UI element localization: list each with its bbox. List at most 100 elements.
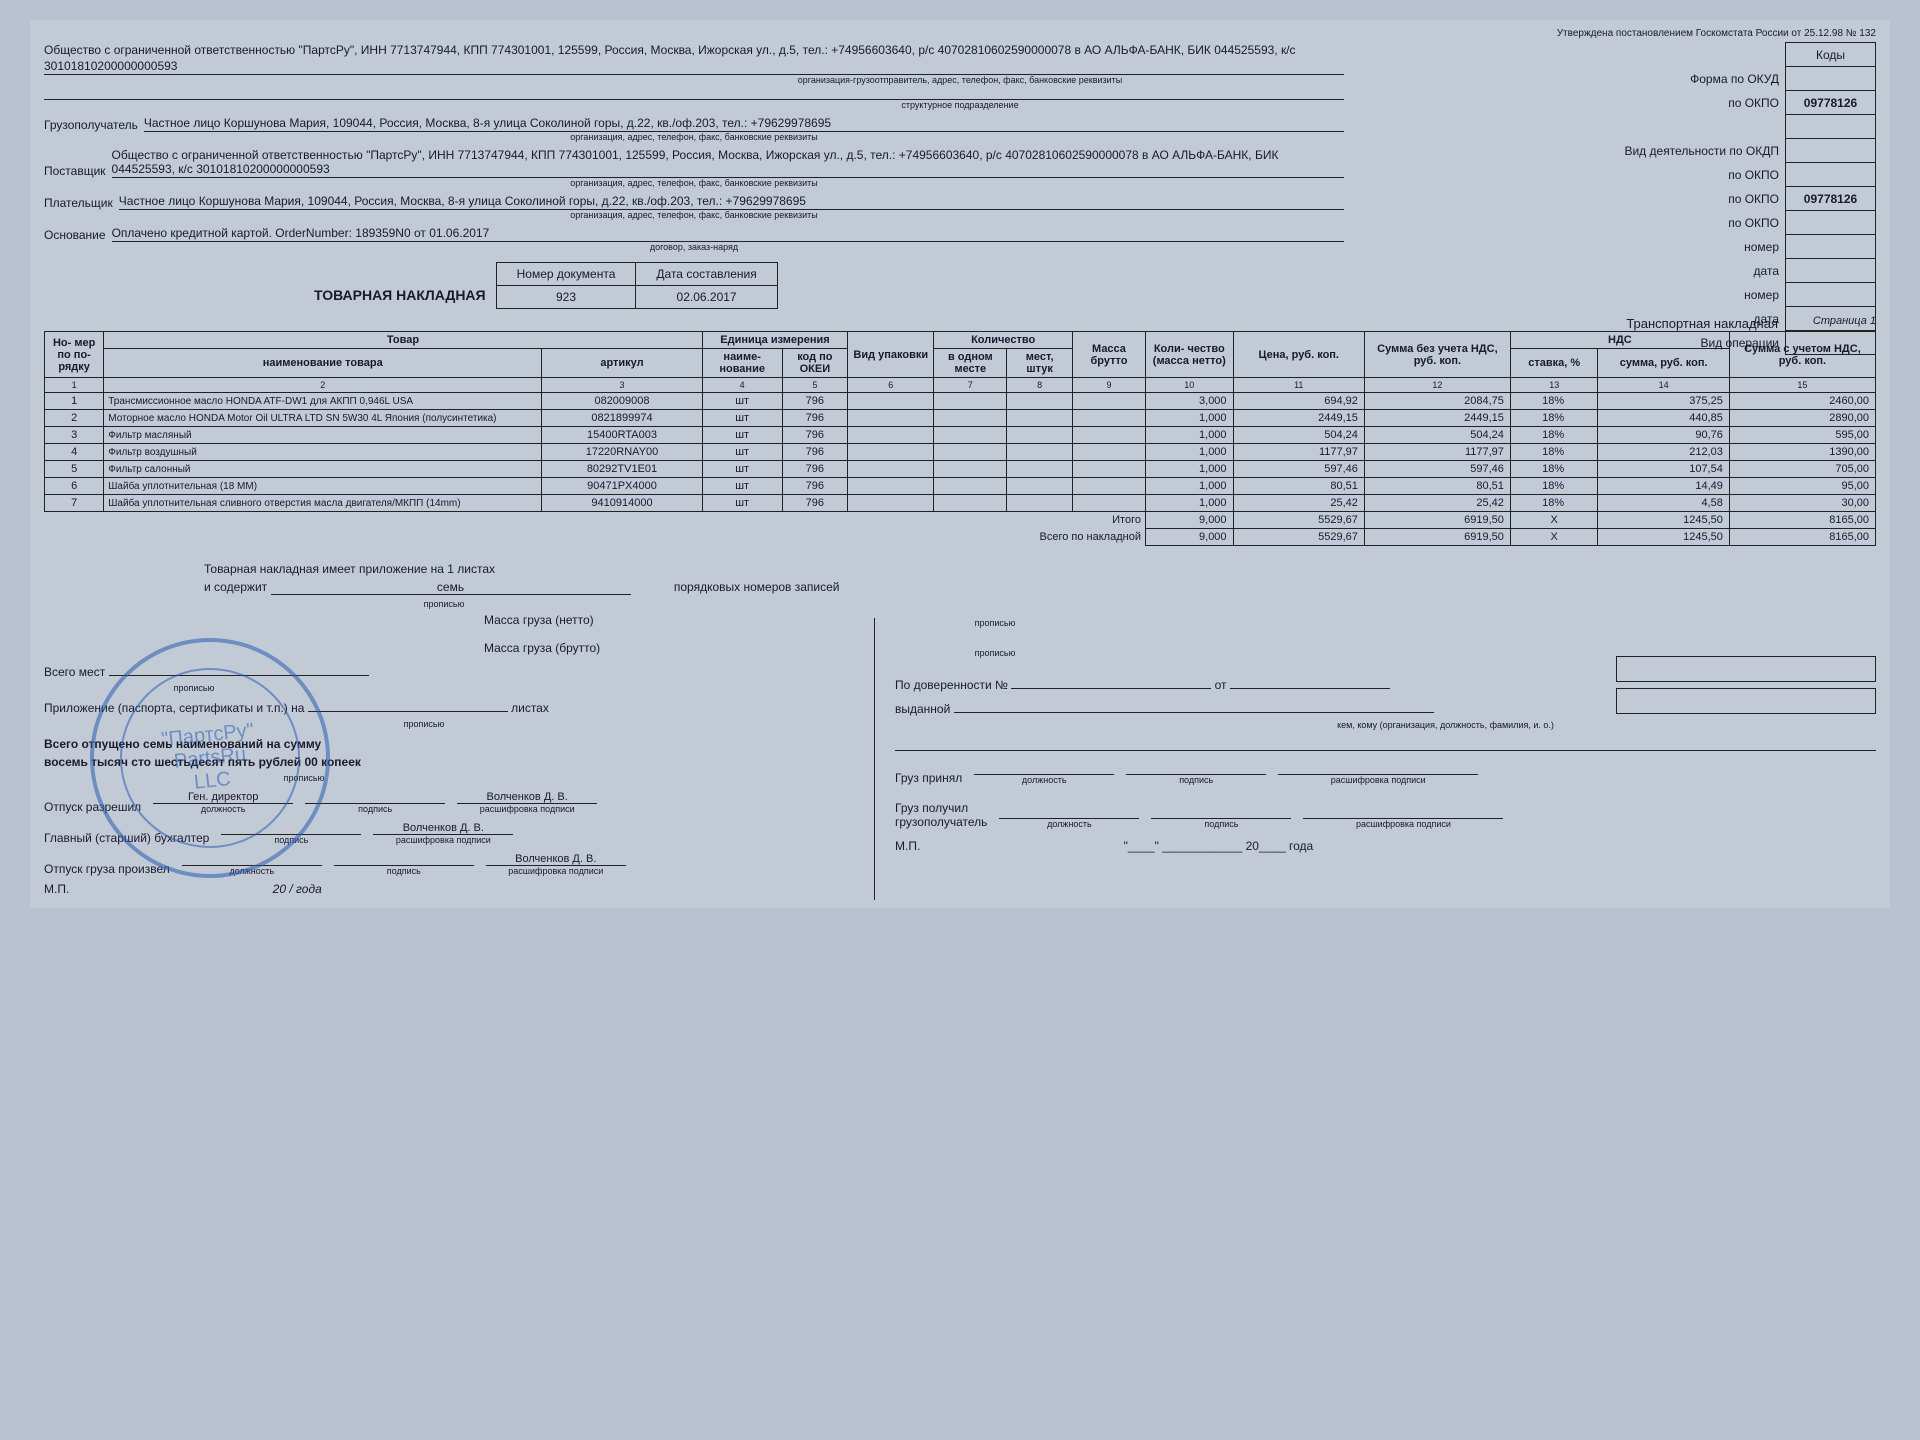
table-row: 6Шайба уплотнительная (18 ММ)90471PX4000… [45,478,1876,495]
table-row: 3Фильтр масляный15400RTA003шт7961,000504… [45,427,1876,444]
signer3: Волченков Д. В. [486,853,626,866]
propis1: прописью [344,599,544,609]
docnum-hdr: Номер документа [496,263,636,286]
gruz-prinyal: Груз принял [895,771,962,785]
okdp-label: Вид деятельности по ОКДП [1623,139,1785,163]
mp1: М.П. [44,882,69,896]
ot: от [1215,678,1227,692]
supplier-value: Общество с ограниченной ответственностью… [112,148,1344,178]
signer2: Волченков Д. В. [373,822,513,835]
signer1: Волченков Д. В. [457,791,597,804]
seven-value: семь [271,580,631,595]
basis-label: Основание [44,228,112,242]
appendix-line: Товарная накладная имеет приложение на 1… [204,562,844,576]
podpis2: подпись [221,835,361,845]
payer-row: Плательщик Частное лицо Коршунова Мария,… [44,194,1344,210]
date-label: дата [1623,259,1785,283]
consignee-row: Грузополучатель Частное лицо Коршунова М… [44,116,1344,132]
num2-label: номер [1623,283,1785,307]
dolzh3: должность [182,866,322,876]
propis4: прописью [244,773,364,783]
invoice-sheet: Утверждена постановлением Госкомстата Ро… [30,20,1890,908]
okpo1-label: по ОКПО [1623,91,1785,115]
basis-value: Оплачено кредитной картой. OrderNumber: … [112,226,1344,242]
codes-box: Коды Форма по ОКУД по ОКПО09778126 Вид д… [1623,42,1876,355]
massgross-label: Масса груза (брутто) [484,641,844,655]
okpo1-value: 09778126 [1786,91,1876,115]
otpusk-proiz: Отпуск груза произвел [44,862,170,876]
gendir: Ген. директор [153,791,293,804]
po-dover: По доверенности № [895,678,1008,692]
struct-sub: структурное подразделение [44,100,1876,110]
sender-sub: организация-грузоотправитель, адрес, тел… [44,75,1876,85]
gruz-poluchil: Груз получил грузополучатель [895,801,987,829]
col-vatrate: ставка, % [1510,349,1598,378]
propis5: прописью [935,618,1055,628]
vsegomest-label: Всего мест [44,665,105,679]
items-table: Но- мер по по- рядку Товар Единица измер… [44,331,1876,546]
col-places: мест, штук [1007,349,1073,378]
col-gross: Масса брутто [1072,332,1145,378]
supplier-sub: организация, адрес, телефон, факс, банко… [44,178,1344,188]
okpo3-label: по ОКПО [1623,187,1785,211]
col-netqty: Коли- чество (масса нетто) [1145,332,1233,378]
col-n: Но- мер по по- рядку [45,332,104,378]
col-price: Цена, руб. коп. [1233,332,1364,378]
dolzh1: должность [153,804,293,814]
col-okei: код по ОКЕИ [782,349,848,378]
col-pack: Вид упаковки [848,332,934,378]
num-label: номер [1623,235,1785,259]
kem: кем, кому (организация, должность, фамил… [1015,720,1876,730]
codes-header: Коды [1786,43,1876,67]
consignee-value: Частное лицо Коршунова Мария, 109044, Ро… [144,116,1344,132]
page-label: Страница 1 [44,315,1876,327]
rassh1: расшифровка подписи [457,804,597,814]
table-row: 4Фильтр воздушный17220RNAY00шт7961,00011… [45,444,1876,461]
col-qty: Количество [934,332,1073,349]
col-unit: Единица измерения [702,332,847,349]
docnum-table: Номер документаДата составления 92302.06… [496,262,778,309]
docnum-value: 923 [496,286,636,309]
rassh4: расшифровка подписи [1308,775,1448,785]
consignee-label: Грузополучатель [44,118,144,132]
table-row: 7Шайба уплотнительная сливного отверстия… [45,495,1876,512]
transport-label: Транспортная накладная [1626,316,1778,331]
app-passport: Приложение (паспорта, сертификаты и т.п.… [44,701,304,715]
table-row: 1Трансмиссионное масло HONDA ATF-DW1 для… [45,393,1876,410]
payer-label: Плательщик [44,196,119,210]
supplier-label: Поставщик [44,164,112,178]
okpo2-label: по ОКПО [1623,163,1785,187]
vydannoj: выданной [895,702,950,716]
rassh5: расшифровка подписи [1333,819,1473,829]
okpo4-label: по ОКПО [1623,211,1785,235]
podpis3: подпись [334,866,474,876]
basis-sub: договор, заказ-наряд [44,242,1344,252]
rassh3: расшифровка подписи [486,866,626,876]
op-label: Вид операции [1623,331,1785,355]
supplier-row: Поставщик Общество с ограниченной ответс… [44,148,1344,178]
docdate-value: 02.06.2017 [636,286,777,309]
podpis4: подпись [1126,775,1266,785]
table-row: 2Моторное масло HONDA Motor Oil ULTRA LT… [45,410,1876,427]
massnet-label: Масса груза (нетто) [484,613,844,627]
glav-buh: Главный (старший) бухгалтер [44,831,209,845]
okud-label: Форма по ОКУД [1623,67,1785,91]
col-sumno: Сумма без учета НДС, руб. коп. [1364,332,1510,378]
col-goods: Товар [104,332,703,349]
propis6: прописью [935,648,1055,658]
year2: "____" ____________ 20____ года [1124,839,1314,853]
consignee-sub: организация, адрес, телефон, факс, банко… [44,132,1344,142]
doc-title: ТОВАРНАЯ НАКЛАДНАЯ [304,281,496,309]
dolzh4: должность [974,775,1114,785]
sender-org: Общество с ограниченной ответственностью… [44,43,1344,74]
otpusk-razr: Отпуск разрешил [44,800,141,814]
col-inplace: в одном месте [934,349,1007,378]
dolzh5: должность [999,819,1139,829]
contains-label: и содержит [204,580,267,594]
col-art: артикул [542,349,703,378]
basis-row: Основание Оплачено кредитной картой. Ord… [44,226,1344,242]
docdate-hdr: Дата составления [636,263,777,286]
podpis5: подпись [1151,819,1291,829]
podpis1: подпись [305,804,445,814]
footer: Товарная накладная имеет приложение на 1… [44,558,1876,900]
